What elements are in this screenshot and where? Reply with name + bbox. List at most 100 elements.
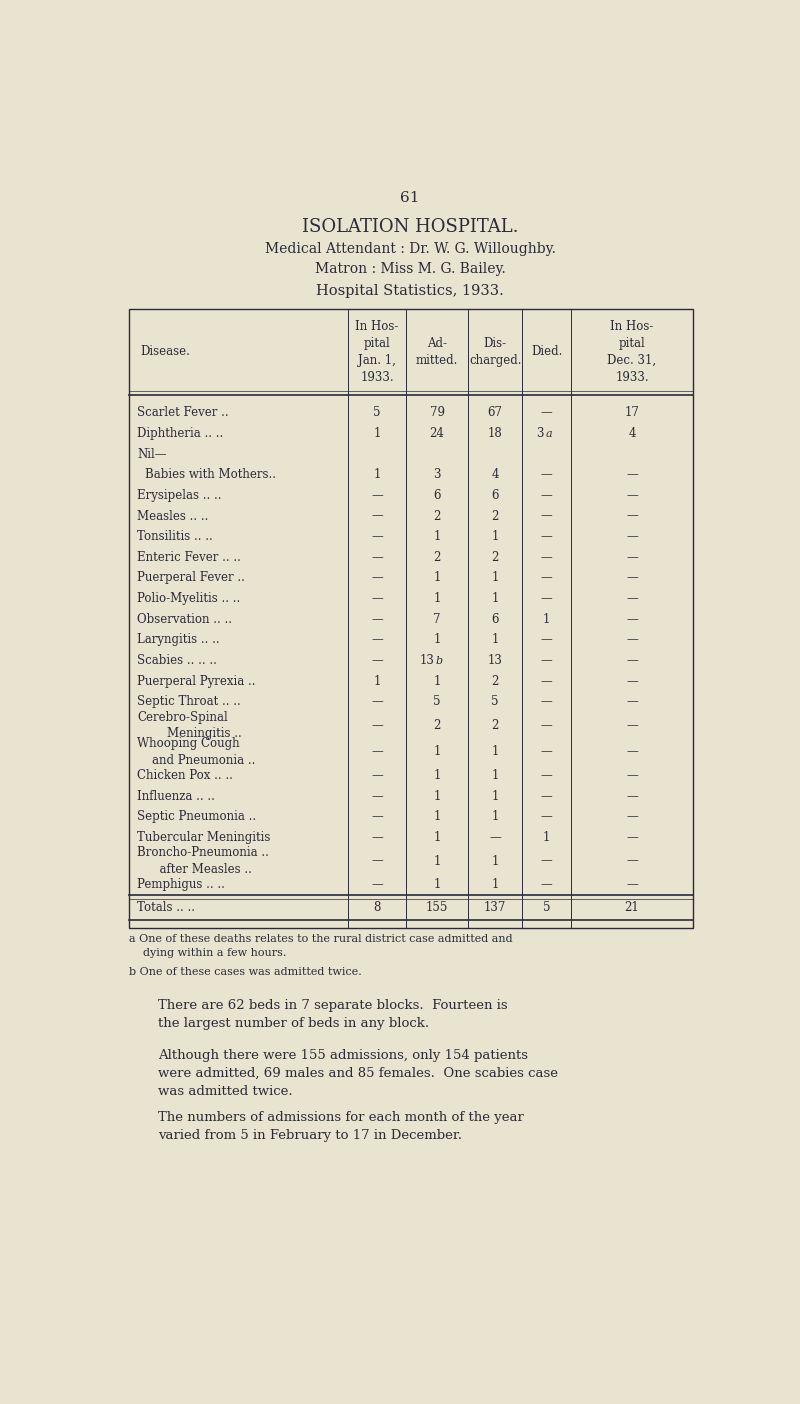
Text: —: — xyxy=(626,769,638,782)
Text: —: — xyxy=(626,831,638,844)
Text: Scabies .. .. ..: Scabies .. .. .. xyxy=(138,654,217,667)
Text: 1: 1 xyxy=(491,633,499,646)
Text: —: — xyxy=(541,769,553,782)
Text: —: — xyxy=(371,612,383,626)
Text: —: — xyxy=(541,746,553,758)
Text: —: — xyxy=(371,789,383,803)
Text: 1: 1 xyxy=(491,746,499,758)
Text: Puerperal Pyrexia ..: Puerperal Pyrexia .. xyxy=(138,675,256,688)
Text: —: — xyxy=(541,406,553,420)
Text: Died.: Died. xyxy=(531,345,562,358)
Text: Medical Attendant : Dr. W. G. Willoughby.: Medical Attendant : Dr. W. G. Willoughby… xyxy=(265,243,555,257)
Text: 7: 7 xyxy=(434,612,441,626)
Text: —: — xyxy=(626,510,638,522)
Text: —: — xyxy=(626,469,638,482)
Text: Totals .. ..: Totals .. .. xyxy=(138,901,195,914)
Text: Hospital Statistics, 1933.: Hospital Statistics, 1933. xyxy=(316,284,504,298)
Text: 6: 6 xyxy=(491,612,499,626)
Text: Pemphigus .. ..: Pemphigus .. .. xyxy=(138,878,225,892)
Text: Chicken Pox .. ..: Chicken Pox .. .. xyxy=(138,769,233,782)
Text: 1: 1 xyxy=(491,789,499,803)
Text: 1: 1 xyxy=(434,592,441,605)
Text: 5: 5 xyxy=(434,695,441,708)
Text: 24: 24 xyxy=(430,427,445,439)
Text: Influenza .. ..: Influenza .. .. xyxy=(138,789,215,803)
Text: —: — xyxy=(626,550,638,564)
Text: Tubercular Meningitis: Tubercular Meningitis xyxy=(138,831,270,844)
Text: —: — xyxy=(371,550,383,564)
Text: —: — xyxy=(371,695,383,708)
Text: —: — xyxy=(371,810,383,823)
Bar xyxy=(130,309,693,928)
Text: 1: 1 xyxy=(434,769,441,782)
Text: a One of these deaths relates to the rural district case admitted and
    dying : a One of these deaths relates to the rur… xyxy=(130,934,513,958)
Text: a: a xyxy=(546,428,552,438)
Text: 2: 2 xyxy=(491,510,499,522)
Text: —: — xyxy=(371,746,383,758)
Text: —: — xyxy=(541,510,553,522)
Text: 21: 21 xyxy=(625,901,639,914)
Text: 13: 13 xyxy=(488,654,502,667)
Text: 1: 1 xyxy=(434,571,441,584)
Text: Although there were 155 admissions, only 154 patients
were admitted, 69 males an: Although there were 155 admissions, only… xyxy=(158,1049,558,1098)
Text: —: — xyxy=(626,855,638,868)
Text: 1: 1 xyxy=(434,878,441,892)
Text: 2: 2 xyxy=(434,510,441,522)
Text: Ad-
mitted.: Ad- mitted. xyxy=(416,337,458,366)
Text: Nil—: Nil— xyxy=(138,448,166,461)
Text: 5: 5 xyxy=(491,695,499,708)
Text: —: — xyxy=(371,654,383,667)
Text: —: — xyxy=(541,878,553,892)
Text: —: — xyxy=(541,810,553,823)
Text: b: b xyxy=(435,656,442,665)
Text: 2: 2 xyxy=(434,550,441,564)
Text: 1: 1 xyxy=(374,469,381,482)
Text: —: — xyxy=(626,695,638,708)
Text: 3: 3 xyxy=(536,427,544,439)
Text: —: — xyxy=(371,831,383,844)
Text: —: — xyxy=(541,531,553,543)
Text: —: — xyxy=(371,633,383,646)
Text: Puerperal Fever ..: Puerperal Fever .. xyxy=(138,571,245,584)
Text: 1: 1 xyxy=(434,633,441,646)
Text: 79: 79 xyxy=(430,406,445,420)
Text: 3: 3 xyxy=(434,469,441,482)
Text: —: — xyxy=(626,531,638,543)
Text: —: — xyxy=(541,789,553,803)
Text: Polio-Myelitis .. ..: Polio-Myelitis .. .. xyxy=(138,592,241,605)
Text: Diphtheria .. ..: Diphtheria .. .. xyxy=(138,427,223,439)
Text: 6: 6 xyxy=(434,489,441,501)
Text: —: — xyxy=(626,675,638,688)
Text: 1: 1 xyxy=(491,592,499,605)
Text: 5: 5 xyxy=(543,901,550,914)
Text: 1: 1 xyxy=(374,675,381,688)
Text: —: — xyxy=(541,592,553,605)
Text: —: — xyxy=(371,510,383,522)
Text: Erysipelas .. ..: Erysipelas .. .. xyxy=(138,489,222,501)
Text: 67: 67 xyxy=(488,406,502,420)
Text: Tonsilitis .. ..: Tonsilitis .. .. xyxy=(138,531,213,543)
Text: Dis-
charged.: Dis- charged. xyxy=(469,337,522,366)
Text: —: — xyxy=(371,592,383,605)
Text: 155: 155 xyxy=(426,901,448,914)
Text: 1: 1 xyxy=(543,831,550,844)
Text: Matron : Miss M. G. Bailey.: Matron : Miss M. G. Bailey. xyxy=(314,263,506,277)
Text: —: — xyxy=(371,531,383,543)
Text: 1: 1 xyxy=(491,810,499,823)
Text: 4: 4 xyxy=(628,427,636,439)
Text: Measles .. ..: Measles .. .. xyxy=(138,510,209,522)
Text: Septic Pneumonia ..: Septic Pneumonia .. xyxy=(138,810,256,823)
Text: —: — xyxy=(371,719,383,731)
Text: —: — xyxy=(371,855,383,868)
Text: The numbers of admissions for each month of the year
varied from 5 in February t: The numbers of admissions for each month… xyxy=(158,1111,524,1141)
Text: —: — xyxy=(541,633,553,646)
Text: 1: 1 xyxy=(434,531,441,543)
Text: 1: 1 xyxy=(374,427,381,439)
Text: 2: 2 xyxy=(491,550,499,564)
Text: —: — xyxy=(371,571,383,584)
Text: —: — xyxy=(541,719,553,731)
Text: Whooping Cough
    and Pneumonia ..: Whooping Cough and Pneumonia .. xyxy=(138,737,255,767)
Text: —: — xyxy=(626,489,638,501)
Text: 1: 1 xyxy=(434,810,441,823)
Text: Enteric Fever .. ..: Enteric Fever .. .. xyxy=(138,550,241,564)
